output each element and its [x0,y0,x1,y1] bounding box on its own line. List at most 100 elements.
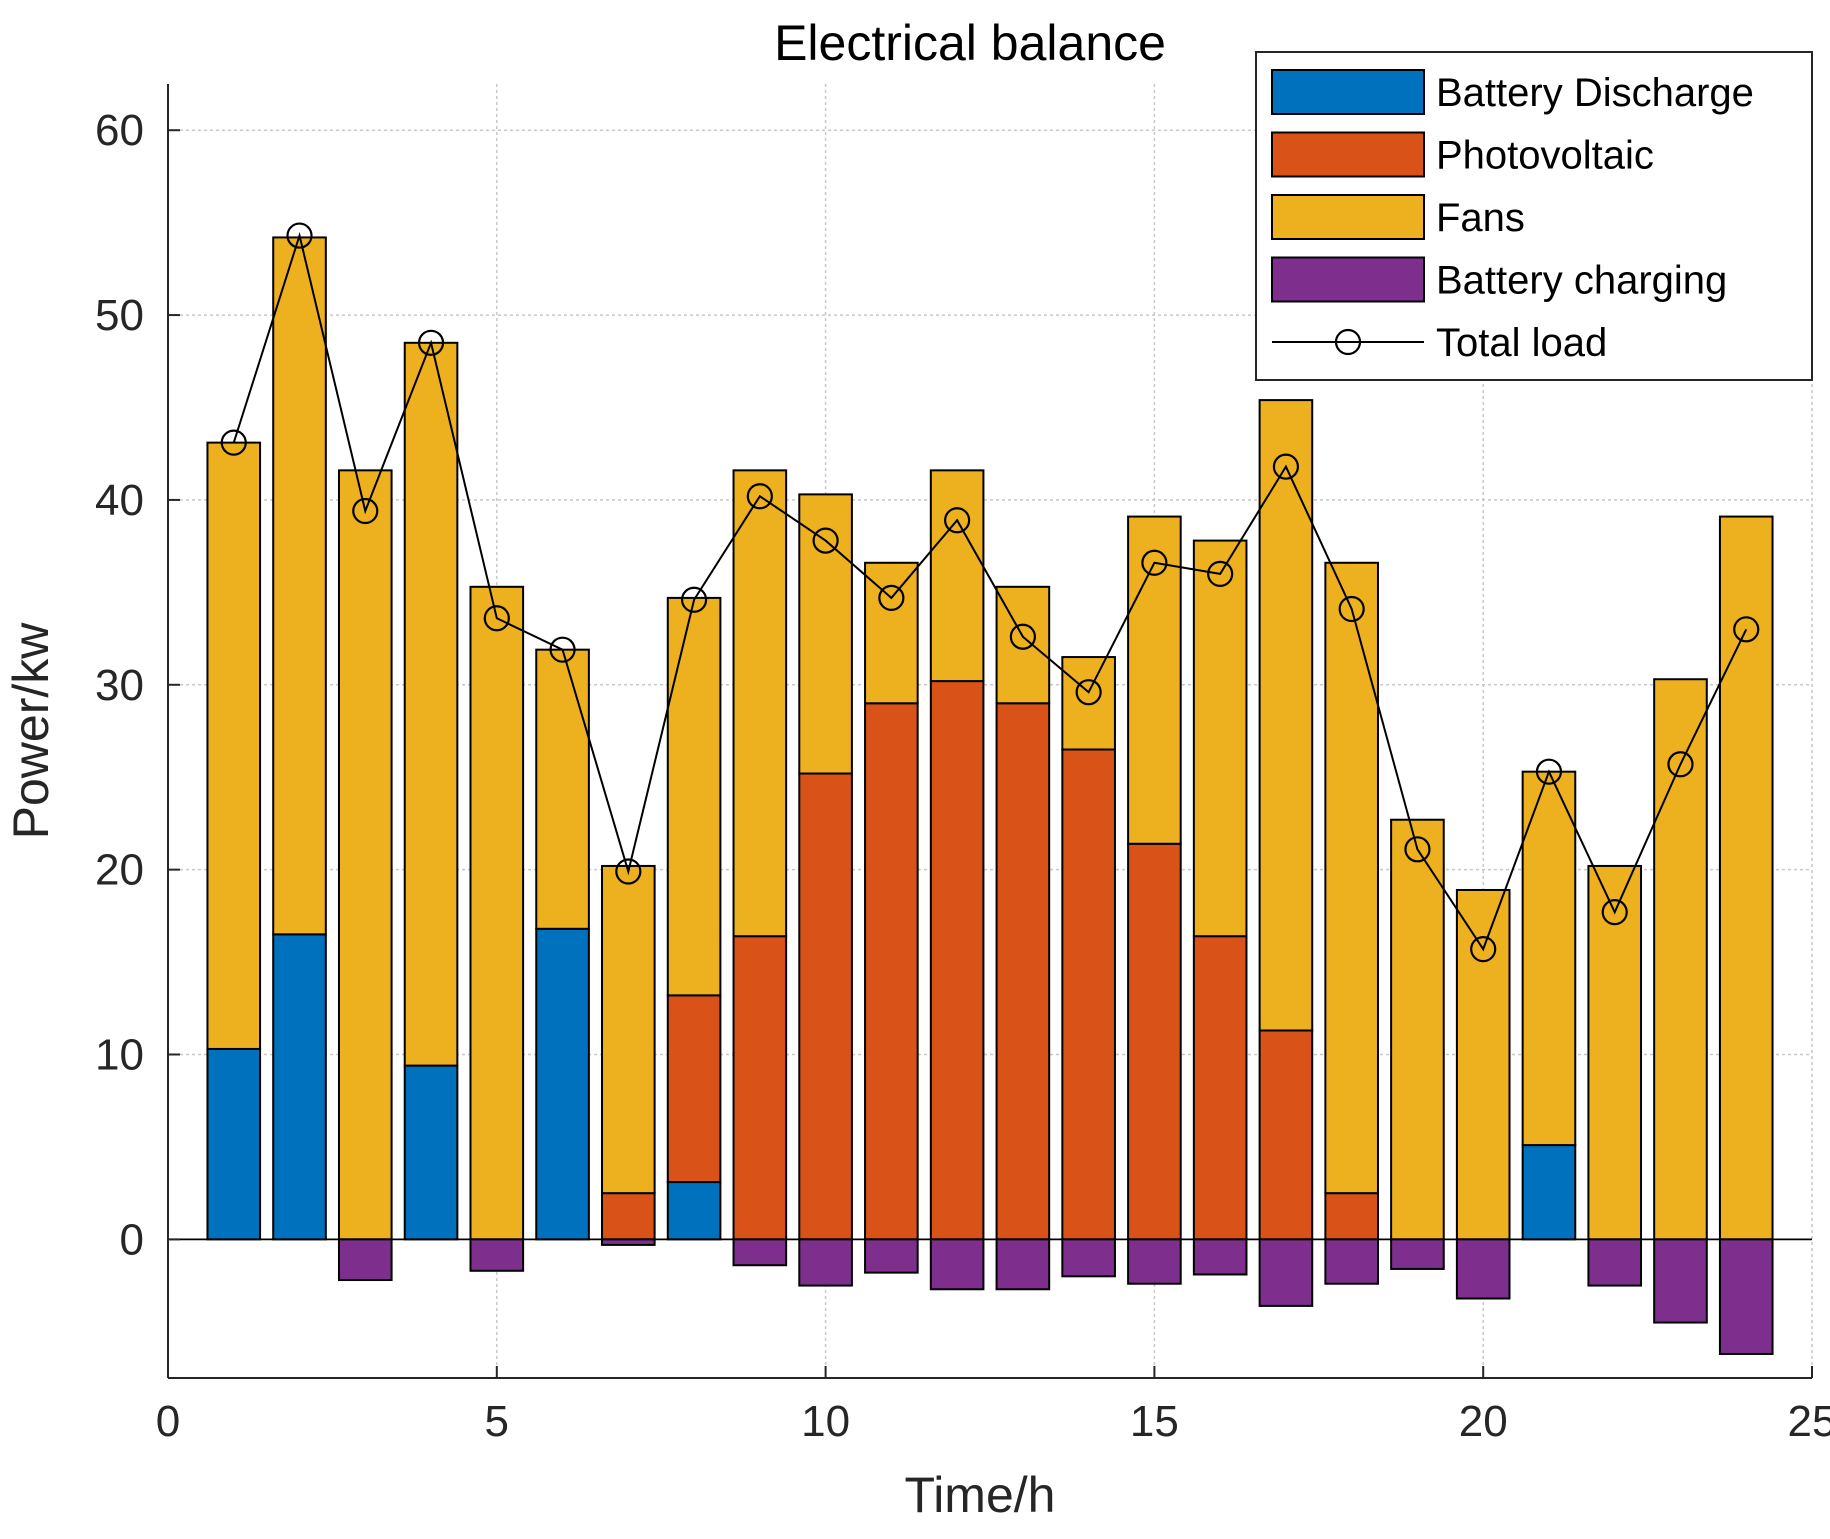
x-tick-label: 0 [156,1397,180,1446]
bar-battery-discharge [272,933,327,1241]
x-axis-title: Time/h [905,1467,1056,1523]
bar-fans [1718,515,1774,1241]
total-load-point [417,329,445,356]
legend-label-photovoltaic: Photovoltaic [1436,134,1654,178]
total-load-point [1272,453,1300,480]
total-load-point [746,483,773,510]
bar-photovoltaic [732,935,788,1241]
bar-battery-charging [1390,1238,1445,1270]
bar-battery-charging [732,1238,788,1267]
bar-battery-charging [469,1238,525,1272]
bar-fans [337,469,393,1241]
y-tick-label: 10 [95,1031,144,1080]
bar-photovoltaic [1192,935,1248,1241]
bar-battery-charging [601,1238,656,1246]
total-load-point [1404,836,1431,863]
bar-fans [1127,515,1182,845]
bar-battery-discharge [206,1047,262,1241]
total-load-point [1338,595,1365,623]
bar-battery-charging [1127,1238,1182,1285]
bar-fans [1258,399,1314,1032]
x-tick-label: 5 [485,1397,509,1446]
bar-battery-charging [995,1238,1051,1291]
total-load-point [1141,549,1168,576]
bar-photovoltaic [1258,1029,1314,1241]
total-load-point [549,636,576,663]
legend-marker-total-load [1334,328,1362,356]
total-load-point [944,507,971,534]
legend-label-battery-charging: Battery charging [1436,259,1727,303]
legend-label-battery-discharge: Battery Discharge [1436,71,1754,115]
bar-battery-charging [1061,1238,1116,1278]
bar-photovoltaic [1324,1192,1379,1241]
x-tick-label: 10 [801,1397,850,1446]
legend-swatch-fans [1271,194,1425,240]
legend-label-fans: Fans [1436,196,1525,240]
y-tick-label: 50 [95,291,144,340]
bar-photovoltaic [1127,842,1182,1241]
total-load-point [1075,679,1102,706]
legend-swatch-photovoltaic [1271,131,1425,178]
x-tick-label: 25 [1788,1397,1830,1446]
bar-fans [1324,561,1379,1195]
total-load-point [1733,616,1760,643]
total-load-polyline [232,231,1748,952]
bar-battery-charging [1587,1238,1643,1287]
bar-battery-charging [864,1238,919,1274]
bar-fans [1587,864,1643,1241]
bar-fans [666,596,722,997]
bar-photovoltaic [1061,748,1116,1241]
y-tick-label: 60 [95,106,144,155]
legend: Battery Discharge Photovoltaic Fans Battery… [1255,51,1813,381]
bar-fans [1653,678,1708,1241]
bar-photovoltaic [666,994,722,1184]
bar-fans [929,469,985,683]
y-axis-title: Power/kw [3,622,59,840]
bar-battery-charging [798,1238,853,1287]
chart-title: Electrical balance [774,15,1166,71]
total-load-point [680,586,708,613]
bar-battery-charging [1455,1238,1511,1300]
total-load-point [483,605,510,632]
bar-fans [601,864,656,1195]
total-load-point [812,527,839,554]
axes: 0 5 10 15 20 25 0 10 20 30 40 50 60 [95,84,1830,1446]
total-load-line [220,222,1760,963]
bar-fans [1061,656,1116,751]
total-load-point [615,858,642,885]
bars [206,236,1774,1355]
bar-photovoltaic [929,680,985,1241]
bar-fans [798,493,853,775]
bar-battery-charging [1192,1238,1248,1276]
bar-battery-discharge [666,1181,722,1241]
total-load-point [1601,899,1628,926]
y-tick-label: 0 [120,1215,144,1264]
bar-fans [469,585,525,1241]
total-load-point [878,584,905,612]
total-load-point [1470,936,1497,963]
bar-fans [403,341,459,1067]
total-load-point [1009,623,1036,650]
bar-battery-charging [1653,1238,1708,1324]
bar-battery-charging [1324,1238,1379,1285]
y-tick-label: 30 [95,661,144,710]
bar-photovoltaic [798,772,853,1241]
total-load-point [352,497,379,525]
bar-fans [1390,818,1445,1241]
bar-fans [864,561,919,705]
bar-fans [1455,888,1511,1241]
legend-swatch-battery-discharge [1271,69,1425,115]
bar-photovoltaic [601,1192,656,1241]
legend-label-total-load: Total load [1436,321,1607,365]
bar-photovoltaic [864,702,919,1241]
total-load-point [1667,751,1694,778]
bar-fans [732,469,788,938]
total-load-point [286,222,313,249]
bar-battery-charging [337,1238,393,1282]
bar-fans [1192,539,1248,938]
total-load-point [1535,758,1563,785]
bar-battery-charging [1258,1238,1314,1307]
bar-battery-charging [1718,1238,1774,1355]
bar-fans [535,648,590,930]
